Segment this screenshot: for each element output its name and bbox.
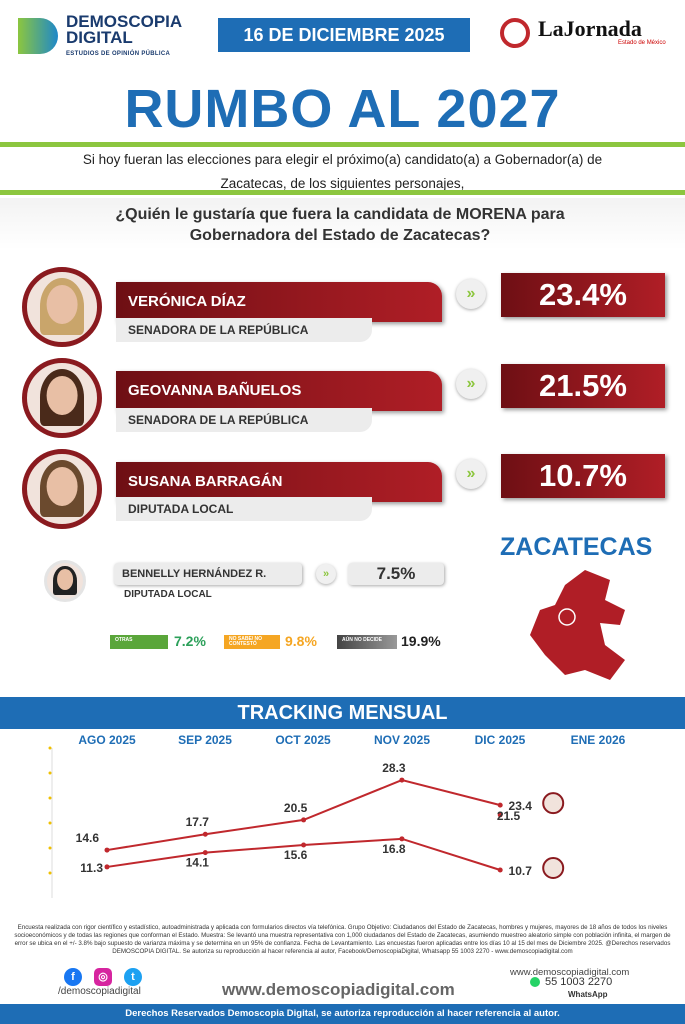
intro-text: Si hoy fueran las elecciones para elegir… [82, 152, 603, 191]
candidate-percentage: 7.5% [348, 563, 444, 585]
candidate-avatar [542, 857, 565, 879]
divider [0, 190, 685, 195]
candidate-role: DIPUTADA LOCAL [124, 589, 212, 600]
no-answer-pct: 9.8% [285, 633, 317, 649]
data-label: 10.7 [509, 864, 533, 878]
data-label: 17.7 [186, 815, 210, 829]
data-label: 28.3 [382, 761, 406, 775]
candidate-avatar [542, 792, 565, 815]
candidate-name: BENNELLY HERNÁNDEZ R. [114, 563, 302, 585]
website-small[interactable]: www.demoscopiadigital.com [510, 967, 630, 978]
page-title: RUMBO AL 2027 [124, 79, 561, 139]
divider [0, 142, 685, 147]
chevron-right-icon: » [456, 459, 486, 489]
chart-title: TRACKING MENSUAL [0, 697, 685, 729]
candidate-role: SENADORA DE LA REPÚBLICA [116, 408, 372, 432]
series-line [106, 779, 501, 852]
data-point [202, 831, 208, 837]
candidate-photo [22, 358, 102, 438]
data-point [301, 817, 307, 823]
candidate-name: SUSANA BARRAGÁN [116, 462, 442, 502]
data-point [497, 867, 503, 873]
data-point [399, 836, 405, 842]
zacatecas-map [530, 570, 625, 680]
others-pct: 7.2% [174, 633, 206, 649]
y-axis-dot [48, 746, 52, 750]
demoscopia-logo [18, 18, 58, 54]
candidate-name: VERÓNICA DÍAZ [116, 282, 442, 322]
data-label: 14.6 [76, 831, 100, 845]
brand: DEMOSCOPIA DIGITAL ESTUDIOS DE OPINIÓN PÚB… [66, 12, 183, 62]
candidate-role: DIPUTADA LOCAL [116, 497, 372, 521]
x-tick-label: OCT 2025 [275, 733, 331, 747]
candidate-name: GEOVANNA BAÑUELOS [116, 371, 442, 411]
x-tick-label: DIC 2025 [474, 733, 526, 747]
data-label: 15.6 [284, 848, 308, 862]
partner-subtitle: Estado de México [618, 40, 666, 46]
candidate-role: SENADORA DE LA REPÚBLICA [116, 318, 372, 342]
no-answer-label: NO SABE/ NO CONTESTÓ [224, 635, 280, 649]
data-label: 16.8 [382, 842, 406, 856]
partner-logo: LaJornada [538, 16, 642, 41]
data-label: 14.1 [186, 856, 210, 870]
y-axis-dot [48, 796, 52, 800]
candidate-photo [22, 449, 102, 529]
brand-name-2: DIGITAL [66, 28, 133, 47]
methodology-note: Encuesta realizada con rigor científico … [14, 924, 671, 955]
data-label: 23.4 [509, 799, 533, 813]
y-axis-dot [48, 871, 52, 875]
y-axis-dot [48, 771, 52, 775]
question-box [0, 198, 685, 250]
y-axis-dot [48, 846, 52, 850]
data-point [497, 812, 503, 818]
twitter-icon[interactable]: t [124, 968, 142, 986]
chevron-right-icon: » [456, 369, 486, 399]
undecided-label: AÚN NO DECIDE [337, 635, 397, 649]
candidate-photo [44, 560, 86, 602]
data-point [399, 777, 405, 783]
data-label: 21.5 [497, 809, 521, 823]
data-point [497, 802, 503, 808]
brand-name: DEMOSCOPIA [66, 12, 183, 31]
y-axis-dot [48, 821, 52, 825]
social-handle[interactable]: /demoscopiadigital [58, 986, 141, 997]
la-jornada-logo-icon [500, 18, 530, 48]
candidate-percentage: 23.4% [501, 273, 665, 317]
state-label: ZACATECAS [500, 533, 653, 561]
rights-footer: Derechos Reservados Demoscopia Digital, … [0, 1004, 685, 1024]
website-link[interactable]: www.demoscopiadigital.com [222, 980, 455, 999]
question-text: ¿Quién le gustaría que fuera la candidat… [115, 206, 565, 244]
whatsapp-label: WhatsApp [568, 990, 608, 999]
undecided-pct: 19.9% [401, 633, 441, 649]
instagram-icon[interactable]: ◎ [94, 968, 112, 986]
data-point [202, 850, 208, 856]
candidate-photo [22, 267, 102, 347]
chevron-right-icon: » [316, 564, 336, 584]
candidate-percentage: 21.5% [501, 364, 665, 408]
data-point [104, 847, 110, 853]
phone-number[interactable]: 55 1003 2270 [545, 976, 613, 988]
x-tick-label: AGO 2025 [78, 733, 136, 747]
data-point [104, 864, 110, 870]
data-label: 20.5 [284, 801, 308, 815]
x-tick-label: SEP 2025 [178, 733, 232, 747]
data-label: 11.3 [80, 861, 103, 875]
others-label: OTRAS [110, 635, 168, 649]
tracking-chart: 14.6 17.7 20.5 28.3 23.421.5 11.3 14.1 15.6 16.8… [48, 746, 565, 898]
candidate-percentage: 10.7% [501, 454, 665, 498]
whatsapp-icon [530, 977, 540, 987]
facebook-icon[interactable]: f [64, 968, 82, 986]
date-banner: 16 DE DICIEMBRE 2025 [218, 18, 470, 52]
chevron-right-icon: » [456, 279, 486, 309]
x-tick-label: ENE 2026 [570, 733, 626, 747]
x-tick-label: NOV 2025 [373, 733, 431, 747]
brand-subtitle: ESTUDIOS DE OPINIÓN PÚBLICA [66, 51, 171, 57]
data-point [301, 842, 307, 848]
